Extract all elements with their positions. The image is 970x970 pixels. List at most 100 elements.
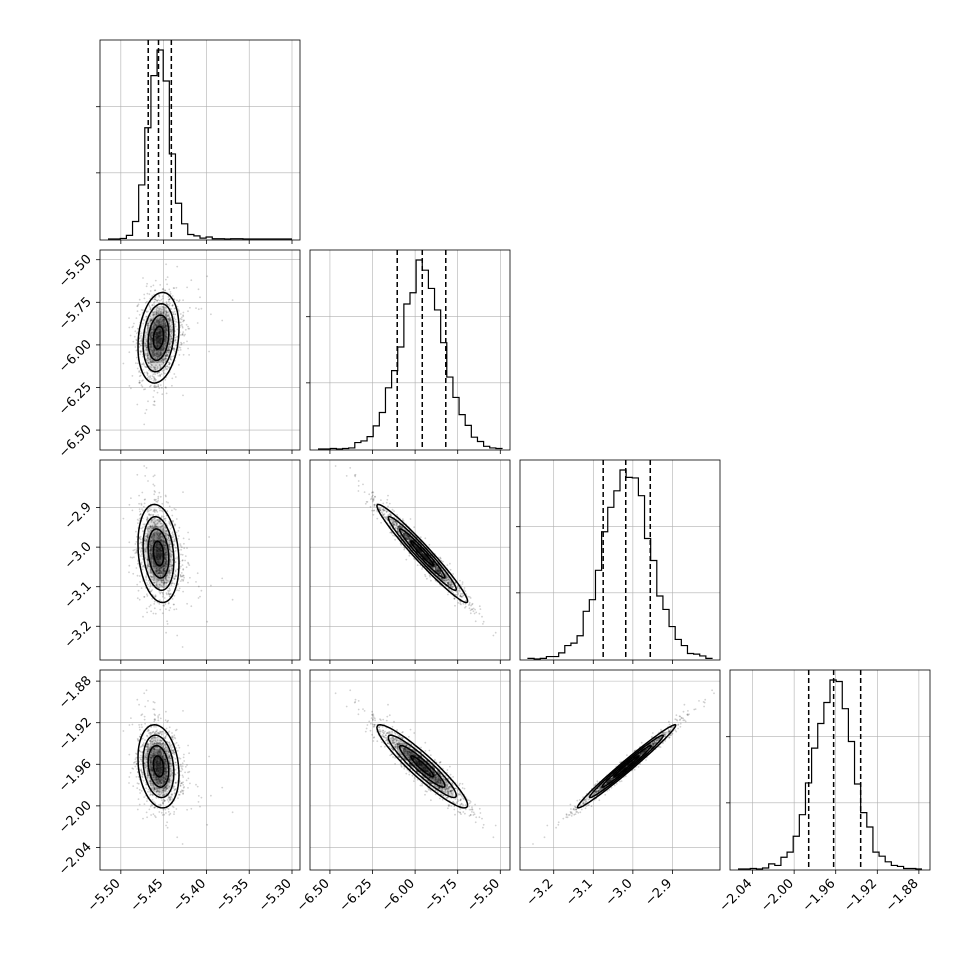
sample-point <box>172 544 175 547</box>
sample-point <box>164 356 167 359</box>
sample-point <box>154 368 157 371</box>
sample-point <box>179 346 182 349</box>
sample-point <box>164 542 167 544</box>
sample-point <box>156 574 159 576</box>
sample-point <box>160 522 163 525</box>
density-cell <box>146 356 150 364</box>
sample-point <box>146 595 149 597</box>
sample-point <box>151 359 153 362</box>
sample-point <box>143 715 146 718</box>
sample-point <box>166 365 169 367</box>
sample-point <box>135 362 137 365</box>
sample-point <box>168 319 171 322</box>
sample-point <box>169 342 172 345</box>
sample-point <box>143 692 146 695</box>
sample-point <box>138 343 141 345</box>
sample-point <box>165 313 167 316</box>
gridlines <box>100 250 300 450</box>
sample-point <box>142 379 144 382</box>
sample-point <box>143 423 146 426</box>
density-cell <box>167 344 170 351</box>
sample-point <box>161 595 164 598</box>
sample-point <box>147 535 149 537</box>
sample-point <box>150 364 153 366</box>
sample-point <box>165 352 168 354</box>
density-cell <box>161 580 165 588</box>
sample-point <box>140 561 143 564</box>
sample-point <box>161 535 164 538</box>
sample-point <box>150 508 153 511</box>
sample-point <box>139 351 142 354</box>
sample-point <box>174 339 177 341</box>
sample-point <box>165 311 168 314</box>
panel-1-0: −6.50−6.25−6.00−5.75−5.50 <box>56 249 301 461</box>
sample-point <box>146 372 149 375</box>
sample-point <box>167 593 170 595</box>
sample-point <box>146 509 149 511</box>
sample-point <box>164 603 167 605</box>
sample-point <box>153 378 156 380</box>
sample-point <box>153 384 156 387</box>
sample-point <box>149 526 152 528</box>
sample-point <box>163 369 165 372</box>
sample-point <box>183 547 186 550</box>
sample-point <box>159 374 161 376</box>
sample-point <box>152 373 155 376</box>
sample-point <box>373 509 376 512</box>
sample-point <box>164 570 167 573</box>
density-cell <box>149 553 153 561</box>
y-tick-label: −6.50 <box>56 422 95 461</box>
sample-point <box>180 565 182 568</box>
sample-point <box>146 346 149 349</box>
sample-point <box>208 350 211 353</box>
sample-point <box>167 801 170 803</box>
sample-point <box>150 285 153 288</box>
sample-point <box>164 577 167 580</box>
sample-point <box>200 307 203 310</box>
sample-point <box>142 362 145 365</box>
sample-point <box>149 590 152 593</box>
sample-point <box>167 300 170 303</box>
sample-point <box>138 298 141 301</box>
sample-point <box>164 526 166 529</box>
sample-point <box>174 573 177 576</box>
sample-point <box>186 764 188 766</box>
sample-point <box>146 371 148 374</box>
sample-point <box>169 328 172 331</box>
sample-point <box>383 509 385 512</box>
sample-point <box>147 357 150 359</box>
sample-point <box>152 323 155 325</box>
sample-point <box>181 774 184 777</box>
sample-point <box>197 597 200 599</box>
sample-point <box>144 342 146 345</box>
histogram-2 <box>527 469 713 660</box>
sample-point <box>167 589 169 592</box>
sample-point <box>148 527 150 530</box>
sample-point <box>157 495 160 498</box>
sample-point <box>164 544 167 547</box>
sample-point <box>162 524 165 527</box>
sample-point <box>157 385 160 388</box>
sample-point <box>149 509 152 512</box>
sample-point <box>180 548 183 551</box>
sample-point <box>164 570 167 573</box>
density-cell <box>152 532 156 540</box>
sample-point <box>380 499 382 502</box>
sample-point <box>150 328 153 330</box>
sample-point <box>154 378 156 380</box>
sample-point <box>169 357 172 360</box>
sample-point <box>167 536 170 539</box>
sample-point <box>164 527 167 529</box>
sample-point <box>143 502 146 505</box>
sample-point <box>136 332 138 335</box>
sample-point <box>174 569 177 572</box>
sample-point <box>173 578 176 580</box>
sample-point <box>147 362 150 365</box>
sample-point <box>373 503 375 506</box>
sample-point <box>379 507 382 510</box>
sample-point <box>176 589 178 591</box>
sample-point <box>159 365 162 368</box>
sample-point <box>168 545 171 548</box>
sample-point <box>172 533 174 536</box>
sample-point <box>150 363 153 366</box>
